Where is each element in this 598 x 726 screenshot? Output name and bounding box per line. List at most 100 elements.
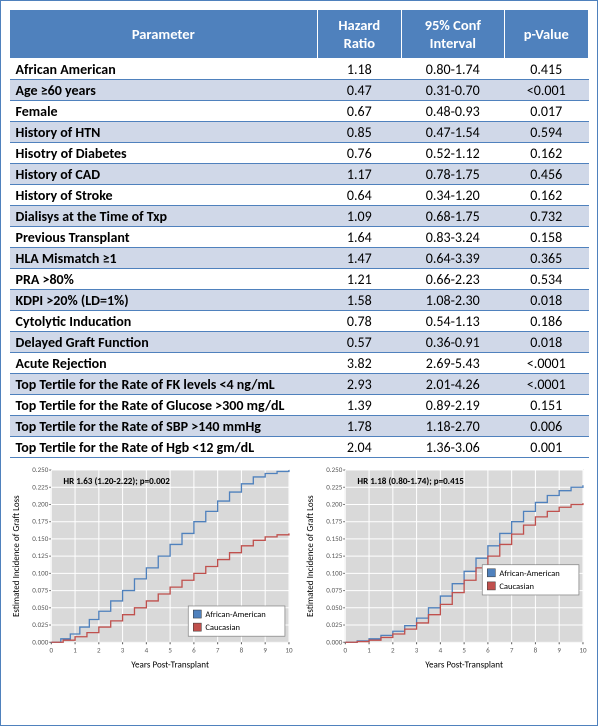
ci-cell: 2.01-4.26 bbox=[402, 374, 505, 395]
ci-cell: 0.52-1.12 bbox=[402, 143, 505, 164]
col-pvalue: p-Value bbox=[504, 10, 588, 59]
ci-cell: 0.78-1.75 bbox=[402, 164, 505, 185]
svg-text:HR 1.18 (0.80-1.74); p=0.415: HR 1.18 (0.80-1.74); p=0.415 bbox=[357, 476, 464, 487]
pv-cell: 0.732 bbox=[504, 206, 588, 227]
svg-text:0.125: 0.125 bbox=[32, 551, 48, 560]
hr-cell: 0.76 bbox=[317, 143, 401, 164]
hr-cell: 1.64 bbox=[317, 227, 401, 248]
svg-text:Caucasian: Caucasian bbox=[499, 582, 534, 592]
hr-cell: 0.85 bbox=[317, 122, 401, 143]
svg-text:7: 7 bbox=[216, 645, 220, 654]
svg-text:0.150: 0.150 bbox=[326, 534, 342, 543]
svg-text:4: 4 bbox=[145, 645, 149, 654]
param-cell: PRA >80% bbox=[10, 269, 318, 290]
table-row: PRA >80%1.210.66-2.230.534 bbox=[10, 269, 589, 290]
param-cell: Previous Transplant bbox=[10, 227, 318, 248]
ci-cell: 0.80-1.74 bbox=[402, 59, 505, 80]
hr-cell: 2.93 bbox=[317, 374, 401, 395]
svg-text:10: 10 bbox=[285, 645, 293, 654]
param-cell: Top Tertile for the Rate of Glucose >300… bbox=[10, 395, 318, 416]
svg-text:Years Post-Transplant: Years Post-Transplant bbox=[131, 659, 209, 670]
svg-text:9: 9 bbox=[263, 645, 267, 654]
svg-text:0.100: 0.100 bbox=[326, 568, 342, 577]
ci-cell: 0.83-3.24 bbox=[402, 227, 505, 248]
param-cell: HLA Mismatch ≥1 bbox=[10, 248, 318, 269]
hr-cell: 0.67 bbox=[317, 101, 401, 122]
col-hazard: Hazard Ratio bbox=[317, 10, 401, 59]
pv-cell: 0.534 bbox=[504, 269, 588, 290]
hr-cell: 0.78 bbox=[317, 311, 401, 332]
table-row: Age ≥60 years0.470.31-0.70<0.001 bbox=[10, 80, 589, 101]
svg-text:2: 2 bbox=[97, 645, 101, 654]
pv-cell: 0.018 bbox=[504, 290, 588, 311]
svg-text:3: 3 bbox=[415, 645, 419, 654]
table-row: Female0.670.48-0.930.017 bbox=[10, 101, 589, 122]
hr-cell: 1.39 bbox=[317, 395, 401, 416]
pv-cell: <0.001 bbox=[504, 80, 588, 101]
svg-text:0.200: 0.200 bbox=[32, 499, 48, 508]
svg-text:0: 0 bbox=[50, 645, 54, 654]
pv-cell: <.0001 bbox=[504, 374, 588, 395]
ci-cell: 0.64-3.39 bbox=[402, 248, 505, 269]
table-row: Top Tertile for the Rate of FK levels <4… bbox=[10, 374, 589, 395]
svg-text:0.000: 0.000 bbox=[326, 637, 342, 646]
param-cell: Age ≥60 years bbox=[10, 80, 318, 101]
svg-text:5: 5 bbox=[462, 645, 466, 654]
ci-cell: 0.34-1.20 bbox=[402, 185, 505, 206]
svg-text:0.050: 0.050 bbox=[32, 603, 48, 612]
ci-cell: 0.36-0.91 bbox=[402, 332, 505, 353]
table-row: History of Stroke0.640.34-1.200.162 bbox=[10, 185, 589, 206]
table-row: Dialisys at the Time of Txp1.090.68-1.75… bbox=[10, 206, 589, 227]
table-row: Top Tertile for the Rate of Glucose >300… bbox=[10, 395, 589, 416]
svg-text:7: 7 bbox=[510, 645, 514, 654]
svg-text:3: 3 bbox=[121, 645, 125, 654]
table-row: Delayed Graft Function0.570.36-0.910.018 bbox=[10, 332, 589, 353]
param-cell: Top Tertile for the Rate of FK levels <4… bbox=[10, 374, 318, 395]
svg-text:0.025: 0.025 bbox=[32, 620, 48, 629]
table-row: African American1.180.80-1.740.415 bbox=[10, 59, 589, 80]
pv-cell: 0.006 bbox=[504, 416, 588, 437]
ci-cell: 0.54-1.13 bbox=[402, 311, 505, 332]
svg-text:0.225: 0.225 bbox=[32, 482, 48, 491]
svg-text:1: 1 bbox=[367, 645, 371, 654]
pv-cell: 0.018 bbox=[504, 332, 588, 353]
pv-cell: 0.186 bbox=[504, 311, 588, 332]
param-cell: Female bbox=[10, 101, 318, 122]
svg-text:African-American: African-American bbox=[205, 610, 265, 620]
pv-cell: 0.162 bbox=[504, 143, 588, 164]
pv-cell: 0.017 bbox=[504, 101, 588, 122]
param-cell: Hisotry of Diabetes bbox=[10, 143, 318, 164]
param-cell: KDPI >20% (LD=1%) bbox=[10, 290, 318, 311]
pv-cell: 0.158 bbox=[504, 227, 588, 248]
param-cell: History of Stroke bbox=[10, 185, 318, 206]
table-row: History of HTN0.850.47-1.540.594 bbox=[10, 122, 589, 143]
svg-text:6: 6 bbox=[192, 645, 196, 654]
svg-text:2: 2 bbox=[391, 645, 395, 654]
svg-text:0.150: 0.150 bbox=[32, 534, 48, 543]
ci-cell: 0.66-2.23 bbox=[402, 269, 505, 290]
svg-text:African-American: African-American bbox=[499, 569, 559, 579]
chart-right: 0.0000.0250.0500.0750.1000.1250.1500.175… bbox=[303, 464, 589, 670]
svg-text:0.075: 0.075 bbox=[32, 586, 48, 595]
hr-cell: 1.21 bbox=[317, 269, 401, 290]
svg-text:0.250: 0.250 bbox=[326, 465, 342, 474]
table-row: Top Tertile for the Rate of SBP >140 mmH… bbox=[10, 416, 589, 437]
hr-cell: 1.58 bbox=[317, 290, 401, 311]
ci-cell: 0.89-2.19 bbox=[402, 395, 505, 416]
svg-text:1: 1 bbox=[73, 645, 77, 654]
hr-cell: 2.04 bbox=[317, 437, 401, 458]
param-cell: Delayed Graft Function bbox=[10, 332, 318, 353]
svg-text:Estimated Incidence of Graft L: Estimated Incidence of Graft Loss bbox=[305, 495, 316, 617]
svg-text:Estimated Incidence of Graft L: Estimated Incidence of Graft Loss bbox=[11, 495, 22, 617]
svg-text:8: 8 bbox=[240, 645, 244, 654]
ci-cell: 0.48-0.93 bbox=[402, 101, 505, 122]
ci-cell: 1.08-2.30 bbox=[402, 290, 505, 311]
svg-text:0.175: 0.175 bbox=[32, 517, 48, 526]
ci-cell: 0.68-1.75 bbox=[402, 206, 505, 227]
param-cell: Dialisys at the Time of Txp bbox=[10, 206, 318, 227]
ci-cell: 0.47-1.54 bbox=[402, 122, 505, 143]
svg-text:0.000: 0.000 bbox=[32, 637, 48, 646]
svg-text:0.050: 0.050 bbox=[326, 603, 342, 612]
col-ci: 95% Conf Interval bbox=[402, 10, 505, 59]
chart-left: 0.0000.0250.0500.0750.1000.1250.1500.175… bbox=[9, 464, 295, 670]
